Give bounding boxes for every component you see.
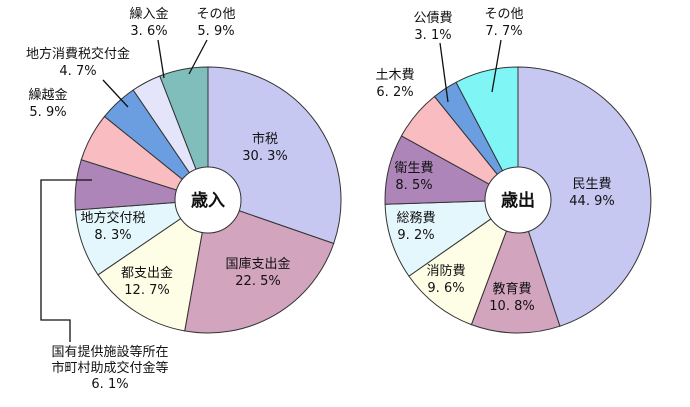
slice-label-0-3: 地方交付税 8. 3% (80, 210, 145, 243)
center-label: 歳入 (191, 190, 225, 211)
center-label: 歳出 (501, 190, 535, 211)
leader-line-0-8 (188, 39, 208, 75)
slice-label-0-5: 繰越金 5. 9% (28, 87, 67, 120)
leader-line-0-6 (102, 79, 129, 108)
slice-label-1-5: 土木費 6. 2% (375, 68, 414, 100)
slice-label-1-1: 教育費 10. 8% (489, 281, 534, 314)
leader-line-1-7 (491, 39, 502, 93)
leader-line-1-6 (439, 42, 449, 103)
center-hole (484, 166, 552, 234)
pie-slice-1-1 (470, 198, 561, 334)
slice-label-0-7: 繰入金 3. 6% (129, 6, 168, 39)
pie-slice-1-7 (455, 66, 519, 201)
slice-label-1-2: 消防費 9. 6% (426, 263, 465, 296)
slice-label-0-8: その他 5. 9% (196, 7, 235, 39)
pie-slice-0-2 (97, 198, 209, 332)
revenue-pie-chart: 歳入 市税 30. 3% 国庫支出金 22. 5% 都支出金 12. 7% 地方交付税 8. 3… (26, 6, 342, 392)
slice-label-0-1: 国庫支出金 22. 5% (225, 256, 290, 289)
pie-slice-1-0 (517, 66, 652, 327)
leader-line-0-7 (157, 39, 165, 79)
slice-label-0-6: 地方消費税交付金 4. 7% (26, 46, 130, 79)
pie-slice-0-1 (184, 199, 335, 334)
pie-slice-1-2 (408, 198, 520, 326)
slice-label-0-0: 市税 30. 3% (242, 131, 287, 164)
slice-label-0-4: 国有提供施設等所在市町村助成交付金等 6. 1% (51, 344, 168, 392)
slice-label-1-4: 衛生費 8. 5% (394, 161, 433, 193)
center-hole (174, 166, 242, 234)
leader-line-0-4 (40, 179, 92, 342)
slice-label-1-7: その他 7. 7% (484, 7, 523, 39)
slice-label-0-2: 都支出金 12. 7% (121, 265, 173, 298)
pie-slice-0-8 (159, 66, 209, 201)
expenditure-pie-chart: 歳出 民生費 44. 9% 教育費 10. 8% 消防費 9. 6% 総務費 9. 2% 衛生費 8… (375, 7, 652, 334)
slice-label-1-3: 総務費 9. 2% (396, 211, 435, 243)
slice-label-1-0: 民生費 44. 9% (569, 177, 614, 209)
slice-label-1-6: 公債費 3. 1% (413, 11, 452, 43)
